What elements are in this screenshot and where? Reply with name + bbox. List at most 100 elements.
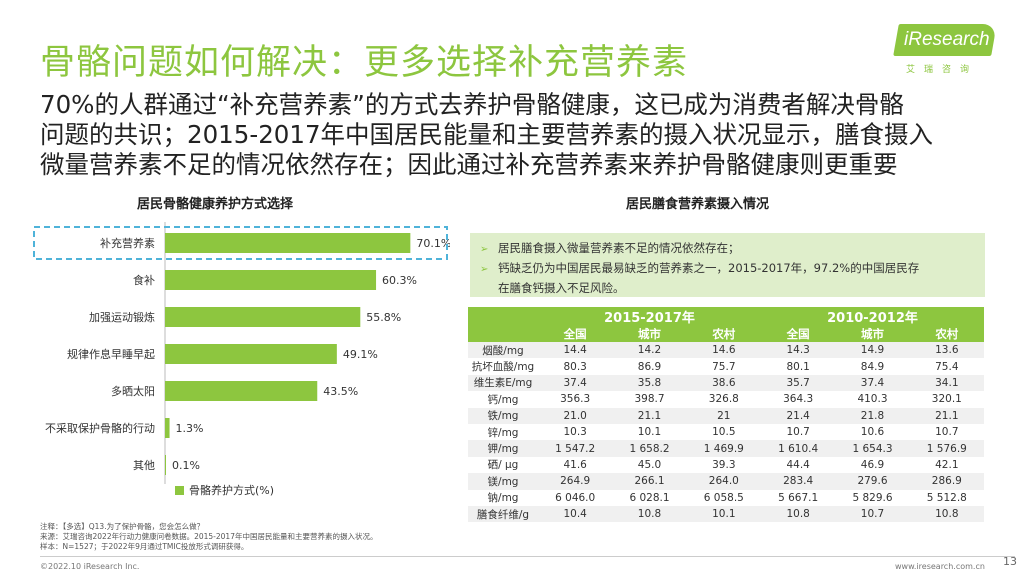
logo-cn: 艾瑞咨询 (906, 65, 979, 75)
bar (165, 233, 411, 253)
table-cell: 80.1 (760, 358, 836, 375)
table-cell: 39.3 (686, 456, 761, 474)
table-cell: 264.9 (538, 473, 613, 490)
legend-swatch (175, 486, 184, 495)
table-row-label: 膳食纤维/g (468, 505, 538, 523)
table-subheader-row: 全国 城市 农村 全国 城市 农村 (468, 326, 984, 342)
table-row: 镁/mg 264.9 266.1 264.0 283.4 279.6 286.9 (468, 473, 984, 490)
table-body: 烟酸/mg 14.4 14.2 14.6 14.3 14.9 13.6 抗坏血酸/mg 80.3… (468, 342, 984, 523)
table-cell: 10.8 (760, 505, 836, 523)
note-box: ➢ 居民膳食摄入微量营养素不足的情况依然存在； ➢ 钙缺乏仍为中国居民最易缺乏的营养… (470, 233, 985, 297)
table-cell: 75.7 (686, 358, 761, 375)
table-subheader: 农村 (686, 326, 761, 342)
table-cell: 80.3 (538, 358, 613, 375)
table-cell: 264.0 (686, 473, 761, 490)
page-title: 骨骼问题如何解决：更多选择补充营养素 (40, 43, 689, 83)
bar-category-label: 补充营养素 (100, 236, 155, 250)
table-cell: 398.7 (612, 391, 687, 408)
table-cell: 10.1 (612, 423, 687, 441)
bar (165, 381, 318, 401)
bar-value-label: 55.8% (366, 311, 401, 324)
bar (165, 344, 337, 364)
table-cell: 86.9 (612, 358, 687, 375)
table-row: 维生素E/mg 37.4 35.8 38.6 35.7 37.4 34.1 (468, 374, 984, 392)
table-row-label: 镁/mg (468, 473, 538, 490)
footnote-line: 来源：艾瑞咨询2022年行动力健康问卷数据。2015-2017年中国居民能量和主… (40, 532, 378, 541)
table-cell: 5 667.1 (760, 489, 836, 506)
legend-label: 骨骼养护方式(%) (189, 483, 274, 497)
table-subheader: 城市 (612, 326, 687, 342)
table-cell: 1 654.3 (835, 440, 910, 457)
bar-category-label: 多晒太阳 (111, 384, 155, 398)
table-cell: 14.2 (612, 342, 687, 359)
table-cell: 410.3 (835, 391, 910, 408)
table-cell: 21.1 (612, 407, 687, 424)
table-cell: 21.0 (538, 407, 613, 424)
table-cell: 10.7 (909, 423, 984, 441)
table-row-label: 铁/mg (468, 407, 538, 424)
intro-line: 微量营养素不足的情况依然存在；因此通过补充营养素来养护骨骼健康则更重要 (40, 150, 898, 179)
table-cell: 46.9 (835, 456, 910, 474)
table-cell: 45.0 (612, 456, 687, 474)
bar-category-label: 食补 (133, 273, 155, 287)
table-cell: 10.8 (909, 505, 984, 523)
bar-category-label: 加强运动锻炼 (89, 310, 155, 324)
intro-text: 70%的人群通过“补充营养素”的方式去养护骨骼健康，这已成为消费者解决骨骼 问题… (40, 90, 1000, 180)
table-row: 锌/mg 10.3 10.1 10.5 10.7 10.6 10.7 (468, 423, 984, 441)
table-cell: 84.9 (835, 358, 910, 375)
table-row-label: 锌/mg (468, 423, 538, 441)
footnotes: 注释：【多选】Q13.为了保护骨骼，您会怎么做？ 来源：艾瑞咨询2022年行动力… (40, 522, 377, 552)
note-text: 在膳食钙摄入不足风险。 (498, 281, 625, 295)
bar-value-label: 43.5% (323, 385, 358, 398)
table-cell: 364.3 (760, 391, 836, 408)
site-url: www.iresearch.com.cn (895, 562, 985, 571)
intro-line: 70%的人群通过“补充营养素”的方式去养护骨骼健康，这已成为消费者解决骨骼 (40, 90, 904, 119)
table-cell: 75.4 (909, 358, 984, 375)
footnote-line: 注释：【多选】Q13.为了保护骨骼，您会怎么做？ (40, 522, 205, 531)
intro-line: 问题的共识；2015-2017年中国居民能量和主要营养素的摄入状况显示，膳食摄入 (40, 120, 934, 149)
bar-category-label: 规律作息早睡早起 (67, 347, 155, 361)
arrow-icon: ➢ (480, 244, 489, 255)
table-subheader: 城市 (835, 326, 910, 342)
table-cell: 320.1 (909, 391, 984, 408)
table-cell: 5 512.8 (909, 489, 984, 506)
table-row-label: 烟酸/mg (468, 342, 538, 359)
table-cell: 14.6 (686, 342, 761, 359)
bar-category-label: 不采取保护骨骼的行动 (45, 421, 155, 435)
table-cell: 1 658.2 (612, 440, 687, 457)
table-cell: 10.4 (538, 505, 613, 523)
table-cell: 10.7 (760, 423, 836, 441)
table-cell: 13.6 (909, 342, 984, 359)
table-row: 抗坏血酸/mg 80.3 86.9 75.7 80.1 84.9 75.4 (468, 358, 984, 375)
bar (165, 307, 361, 327)
table-subheader: 全国 (538, 326, 613, 342)
table-cell: 14.9 (835, 342, 910, 359)
table-group-header: 2010-2012年 (760, 307, 984, 326)
logo-text: iResearch (904, 29, 990, 50)
table-cell: 266.1 (612, 473, 687, 490)
page-number: 13 (1003, 555, 1017, 568)
table-cell: 6 046.0 (538, 489, 613, 506)
table-cell: 10.5 (686, 423, 761, 441)
table-cell: 14.4 (538, 342, 613, 359)
table-cell: 1 610.4 (760, 440, 836, 457)
bar (165, 270, 377, 290)
table-cell: 1 469.9 (686, 440, 761, 457)
note-text: 钙缺乏仍为中国居民最易缺乏的营养素之一，2015-2017年，97.2%的中国居… (498, 261, 920, 275)
table-row: 膳食纤维/g 10.4 10.8 10.1 10.8 10.7 10.8 (468, 505, 984, 523)
table-cell: 34.1 (909, 374, 984, 392)
table-row-label: 钠/mg (468, 489, 538, 506)
iresearch-logo: iResearch 艾瑞咨询 (893, 20, 997, 76)
nutrient-table: 2015-2017年 2010-2012年 全国 城市 农村 全国 城市 农村 烟酸/mg… (468, 307, 984, 523)
table-subheader: 全国 (760, 326, 836, 342)
footnote-line: 样本：N=1527；于2022年9月通过TMIC投放形式调研获得。 (40, 542, 249, 551)
table-row: 烟酸/mg 14.4 14.2 14.6 14.3 14.9 13.6 (468, 342, 984, 359)
bar-value-label: 0.1% (172, 459, 200, 472)
table-row: 钾/mg 1 547.2 1 658.2 1 469.9 1 610.4 1 654.3 1… (468, 440, 984, 457)
table-cell: 356.3 (538, 391, 613, 408)
arrow-icon: ➢ (480, 264, 489, 275)
left-chart-title: 居民骨骼健康养护方式选择 (137, 197, 294, 212)
table-row-label: 钙/mg (468, 391, 538, 408)
table-cell: 1 547.2 (538, 440, 613, 457)
table-row-label: 硒/ μg (468, 456, 538, 474)
